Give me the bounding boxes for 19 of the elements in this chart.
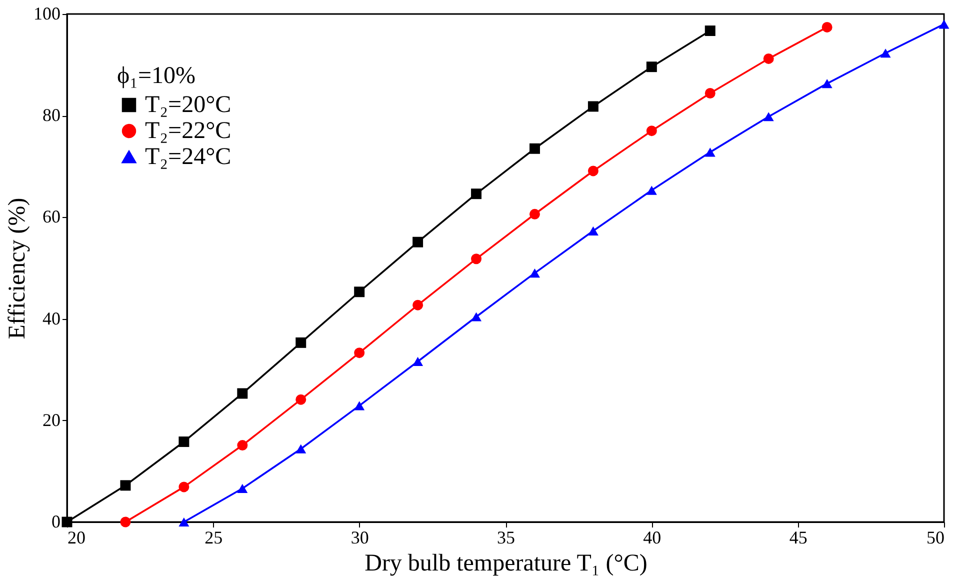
y-tick-label: 60: [42, 206, 60, 227]
x-tick-label: 35: [497, 528, 515, 548]
y-tick-label: 40: [42, 308, 60, 328]
x-tick-label: 30: [350, 528, 369, 548]
x-tick-label: 20: [68, 528, 86, 548]
y-tick-label: 0: [52, 512, 60, 532]
legend-label: T₂=24°C: [145, 144, 232, 170]
x-tick-label: 25: [204, 528, 223, 548]
legend-title: ϕ₁=10%: [117, 63, 196, 89]
y-tick-label: 100: [34, 4, 60, 24]
legend-label: T₂=22°C: [145, 118, 232, 144]
x-tick-label: 40: [643, 528, 662, 548]
x-tick-label: 45: [789, 528, 808, 548]
legend-label: T₂=20°C: [145, 92, 232, 118]
x-axis-title: Dry bulb temperature T₁ (°C): [364, 550, 648, 576]
x-tick-label: 50: [926, 528, 944, 548]
y-tick-label: 80: [42, 105, 60, 126]
y-tick-label: 20: [42, 410, 60, 430]
y-axis-title: Efficiency (%): [4, 198, 30, 340]
